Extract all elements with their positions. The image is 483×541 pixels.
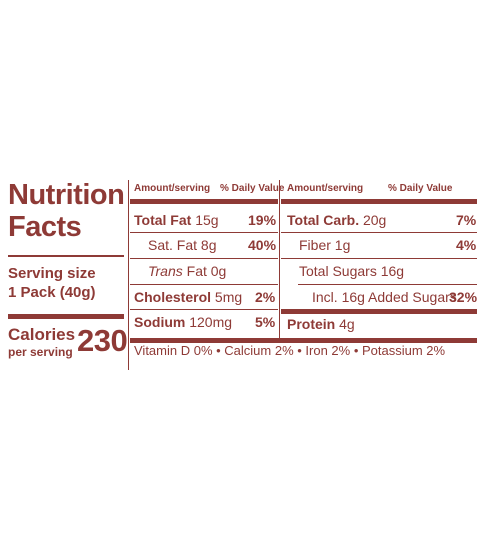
sodium-dv: 5% [255,314,276,330]
row-total-carb: Total Carb. 20g [287,212,386,228]
trans-label: Trans [148,263,183,279]
sat-fat-label: Sat. Fat [148,237,198,253]
row-rule [298,284,477,285]
row-rule [130,284,278,285]
row-sodium: Sodium 120mg [134,314,232,330]
serving-size-label: Serving size [8,265,96,282]
total-fat-dv: 19% [248,212,277,228]
trans-fat-label: Fat [186,263,207,279]
cholesterol-amount: 5mg [214,289,243,305]
sodium-label: Sodium [134,314,186,330]
row-added-sugars: Incl. 16g Added Sugars [312,289,457,305]
calories-value: 230 [77,323,128,358]
protein-label: Protein [287,316,336,332]
header-rule-right [281,199,477,204]
row-sat-fat: Sat. Fat 8g [148,237,217,253]
total-fat-label: Total Fat [134,212,192,228]
total-fat-amount: 15g [195,212,219,228]
row-rule [130,232,278,233]
vertical-divider-left [128,180,129,370]
row-total-fat: Total Fat 15g [134,212,219,228]
total-sugars-label: Total Sugars [299,263,377,279]
row-rule-thick [281,309,477,314]
header-amount-right: Amount/serving [287,183,364,194]
added-sugars-label: Incl. 16g Added Sugars [312,289,457,305]
row-rule [130,258,278,259]
fiber-amount: 1g [334,237,351,253]
row-trans-fat: Trans Fat 0g [148,263,226,279]
divider-serving [8,314,124,319]
row-rule [281,232,477,233]
total-sugars-amount: 16g [380,263,405,279]
total-carb-dv: 7% [456,212,477,228]
title-line1: Nutrition [8,179,125,211]
fiber-dv: 4% [456,237,477,253]
sat-fat-amount: 8g [200,237,217,253]
calories-sub: per serving [8,345,73,359]
header-amount-left: Amount/serving [134,183,211,194]
divider-title [8,255,124,257]
vertical-divider-mid [279,180,280,338]
vitamins-line: Vitamin D 0% • Calcium 2% • Iron 2% • Po… [134,343,446,358]
row-protein: Protein 4g [287,316,355,332]
header-dv-right: % Daily Value [388,183,453,194]
header-rule-left [130,199,278,204]
added-sugars-dv: 32% [449,289,478,305]
cholesterol-dv: 2% [255,289,276,305]
total-carb-label: Total Carb. [287,212,360,228]
total-carb-amount: 20g [362,212,387,228]
title-line2: Facts [8,211,82,243]
row-fiber: Fiber 1g [299,237,350,253]
cholesterol-label: Cholesterol [134,289,212,305]
calories-label: Calories [8,325,76,344]
fiber-label: Fiber [299,237,331,253]
row-rule [130,309,278,310]
header-dv-left: % Daily Value [220,183,285,194]
sodium-amount: 120mg [189,314,233,330]
trans-fat-amount: 0g [210,263,227,279]
row-cholesterol: Cholesterol 5mg [134,289,242,305]
row-rule [281,258,477,259]
row-total-sugars: Total Sugars 16g [299,263,404,279]
divider-vitamins [130,338,477,343]
protein-amount: 4g [339,316,355,332]
sat-fat-dv: 40% [248,237,277,253]
serving-size-value: 1 Pack (40g) [8,284,96,301]
